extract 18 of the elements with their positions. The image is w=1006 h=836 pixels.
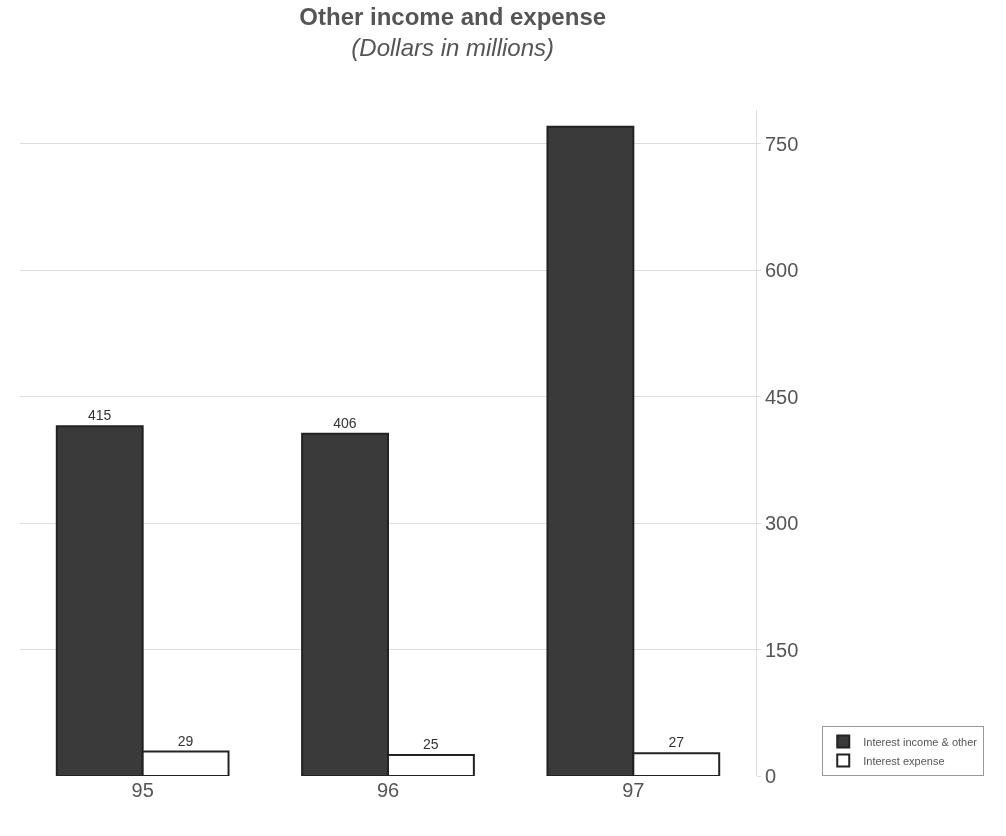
legend-label: Interest income & other [863,735,978,748]
data-label: 406 [333,414,357,431]
x-tick-label: 96 [376,779,400,801]
y-tick-label: 150 [765,638,799,661]
y-tick-label: 450 [765,385,799,408]
data-label: 27 [668,734,685,751]
data-label: 25 [423,735,439,752]
data-label: 415 [87,407,112,424]
y-tick-label: 300 [765,512,799,535]
y-tick-label: 0 [765,765,777,787]
legend-label: Interest expense [863,754,945,767]
y-tick-label: 600 [765,259,799,282]
chart-title: Other income and expense [299,3,607,31]
data-label: 29 [177,732,194,749]
chart-subtitle: (Dollars in millions) [351,34,555,62]
x-tick-label: 97 [622,779,645,801]
x-tick-label: 95 [131,779,154,801]
y-tick-label: 750 [765,132,799,155]
